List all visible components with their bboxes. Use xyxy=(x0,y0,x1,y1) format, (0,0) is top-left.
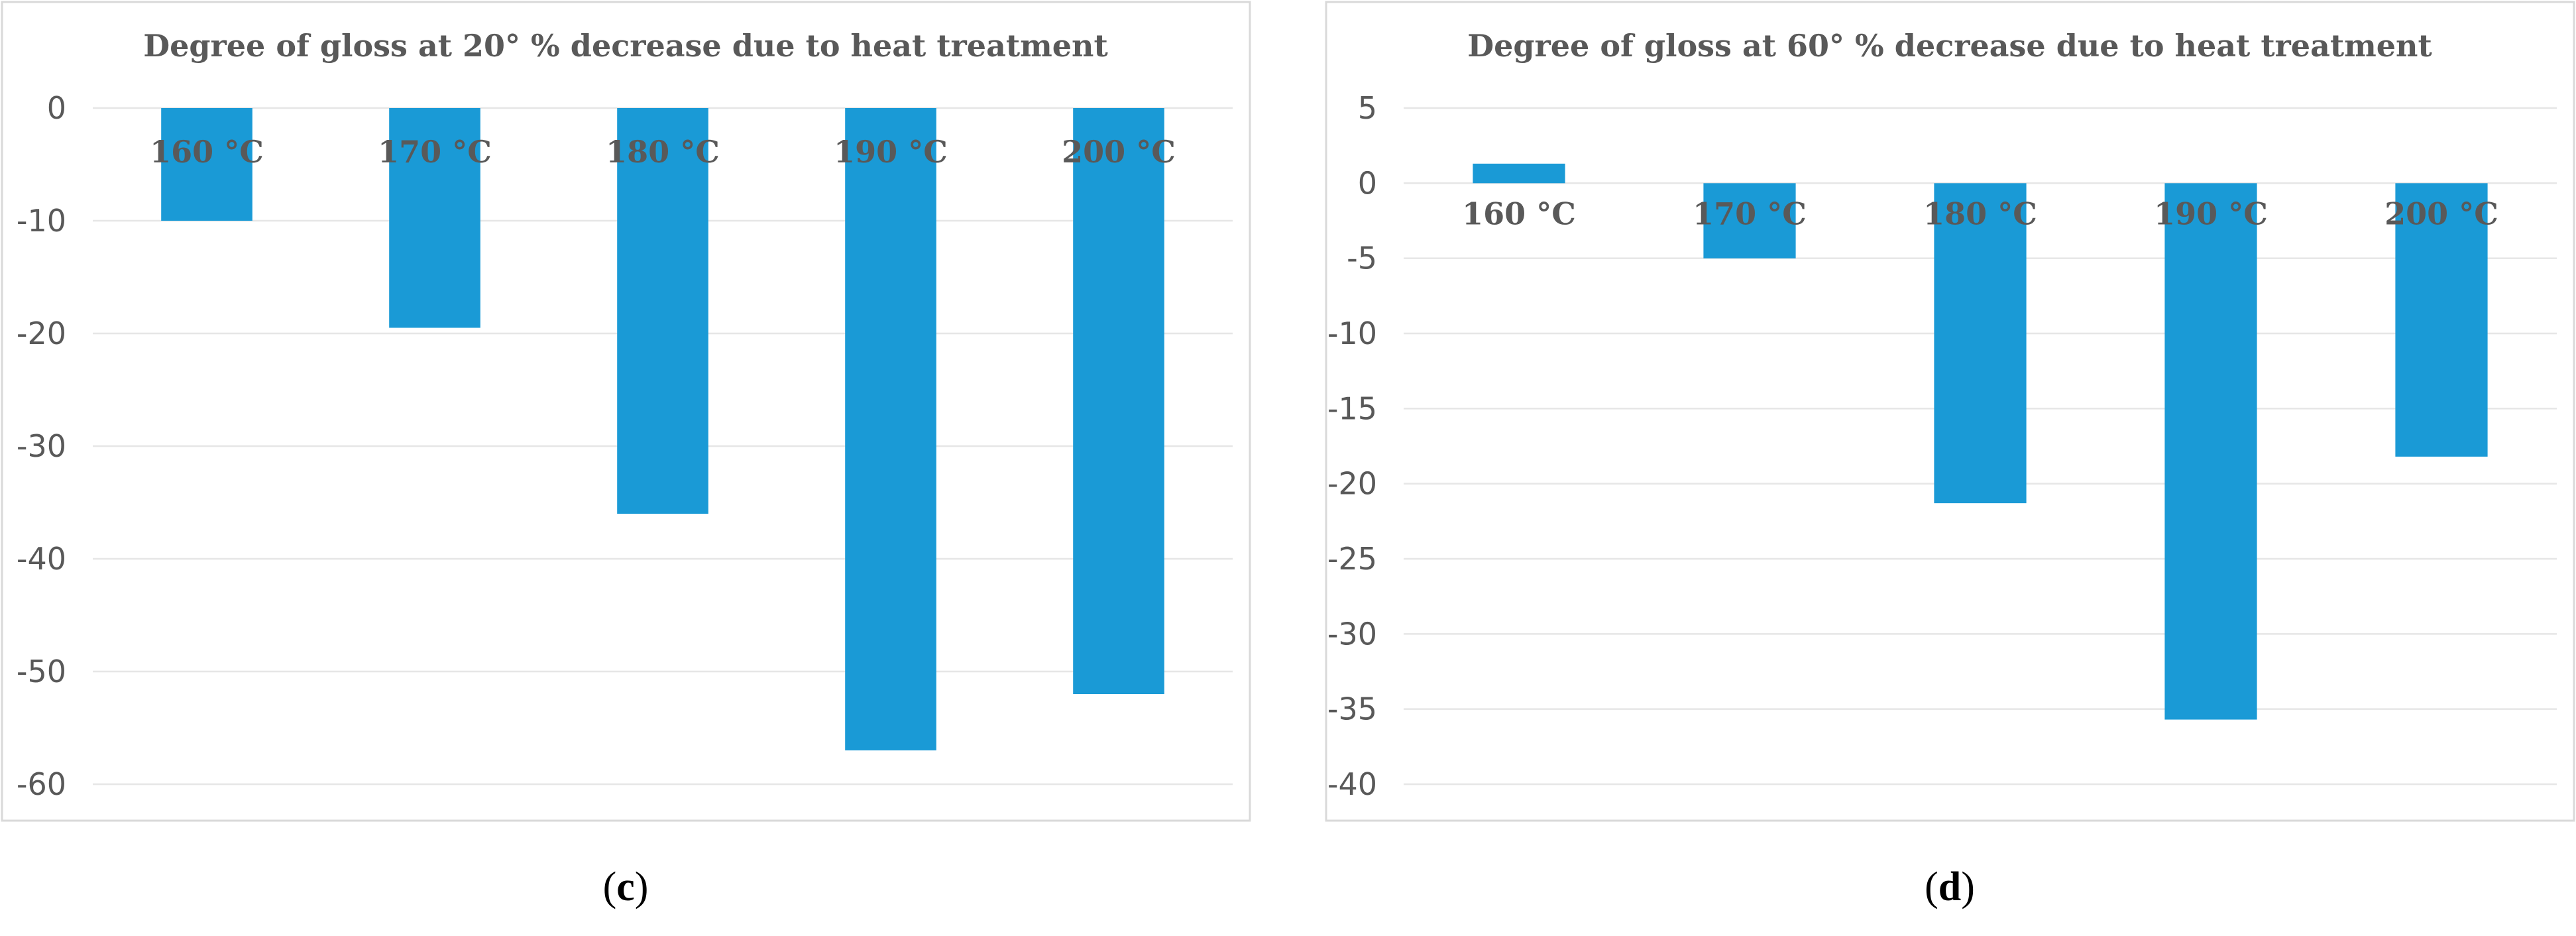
bar xyxy=(389,108,480,328)
y-tick-label: -35 xyxy=(1327,691,1377,727)
y-tick-label: -25 xyxy=(1327,541,1377,577)
y-tick-label: -60 xyxy=(17,766,66,802)
y-tick-label: -5 xyxy=(1347,241,1377,276)
y-tick-label: -10 xyxy=(17,203,66,239)
category-labels: 160 °C 170 °C 180 °C 190 °C 200 °C xyxy=(150,134,1176,170)
y-tick-label: 0 xyxy=(47,90,66,126)
y-tick-label: 5 xyxy=(1358,90,1377,126)
y-tick-label: -20 xyxy=(17,316,66,351)
category-label: 170 °C xyxy=(378,134,492,170)
y-tick-label: -50 xyxy=(17,654,66,689)
bars xyxy=(161,108,1164,750)
y-tick-label: 0 xyxy=(1358,165,1377,201)
y-axis-ticks: 5 0 -5 -10 -15 -20 -25 -30 -35 -40 xyxy=(1327,90,1377,802)
y-tick-label: -20 xyxy=(1327,466,1377,502)
category-label: 190 °C xyxy=(2154,196,2268,231)
y-tick-label: -30 xyxy=(1327,616,1377,652)
chart-title: Degree of gloss at 20° % decrease due to… xyxy=(143,28,1108,64)
category-labels: 160 °C 170 °C 180 °C 190 °C 200 °C xyxy=(1462,196,2498,231)
bars xyxy=(1473,163,2488,720)
y-tick-label: -30 xyxy=(17,428,66,464)
bar xyxy=(1473,163,1565,184)
bar xyxy=(1073,108,1164,694)
bar xyxy=(617,108,708,514)
y-axis-ticks: 0 -10 -20 -30 -40 -50 -60 xyxy=(17,90,66,802)
category-label: 200 °C xyxy=(2384,196,2498,231)
bar xyxy=(1703,183,1796,259)
y-tick-label: -10 xyxy=(1327,316,1377,351)
gridlines xyxy=(93,107,1233,786)
chart-panel-c: Degree of gloss at 20° % decrease due to… xyxy=(1,1,1251,822)
bar xyxy=(2395,183,2488,457)
bar xyxy=(1934,183,2027,504)
bar xyxy=(161,108,252,221)
chart-title: Degree of gloss at 60° % decrease due to… xyxy=(1467,28,2432,64)
bar xyxy=(845,108,936,750)
panel-label-c: (c) xyxy=(603,864,649,909)
y-tick-label: -40 xyxy=(17,541,66,577)
y-tick-label: -15 xyxy=(1327,390,1377,426)
bar xyxy=(2164,183,2257,720)
category-label: 180 °C xyxy=(1923,196,2037,231)
category-label: 190 °C xyxy=(834,134,948,170)
category-label: 200 °C xyxy=(1062,134,1176,170)
category-label: 160 °C xyxy=(1462,196,1576,231)
y-tick-label: -40 xyxy=(1327,766,1377,802)
chart-panel-d: Degree of gloss at 60° % decrease due to… xyxy=(1325,1,2575,822)
panel-label-d: (d) xyxy=(1925,864,1975,909)
category-label: 160 °C xyxy=(150,134,264,170)
category-label: 180 °C xyxy=(606,134,720,170)
category-label: 170 °C xyxy=(1693,196,1807,231)
